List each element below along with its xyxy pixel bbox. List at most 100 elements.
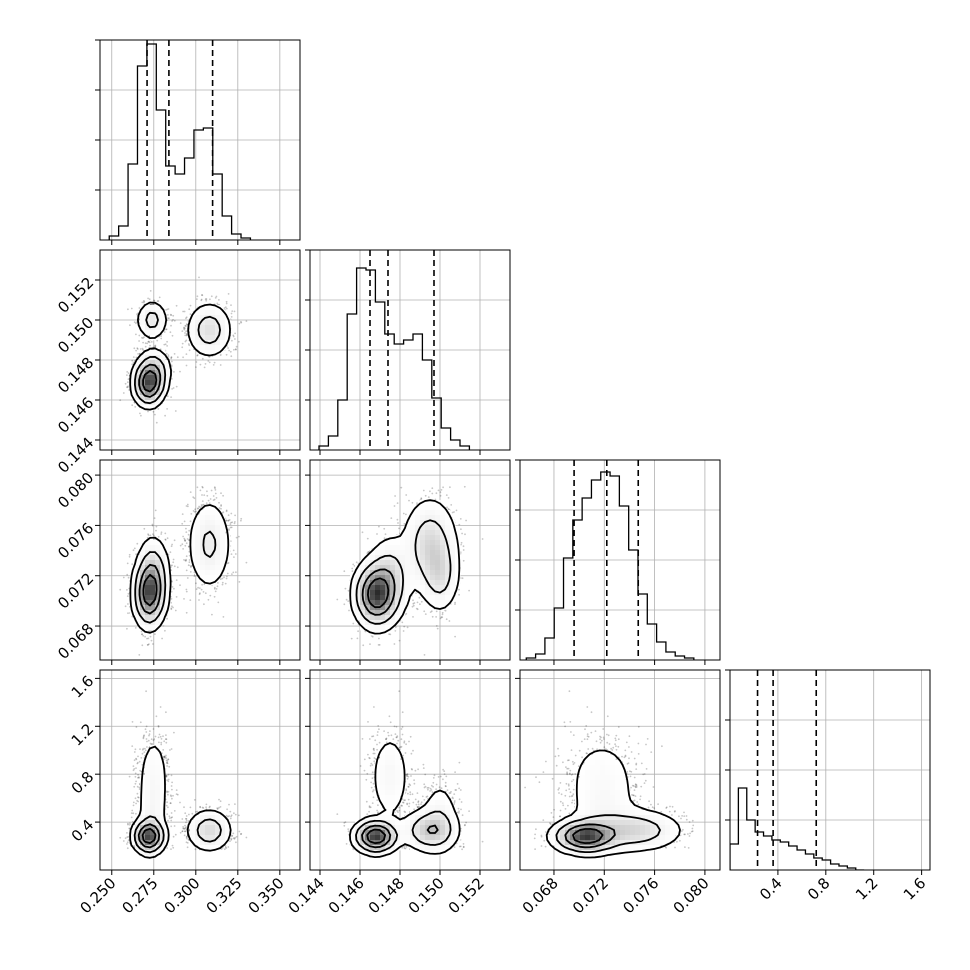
sample-point <box>171 605 173 608</box>
sample-point <box>213 595 216 598</box>
density-cell <box>225 330 231 336</box>
sample-point <box>184 327 186 330</box>
sample-point <box>185 325 187 327</box>
sample-point <box>195 588 198 590</box>
sample-point <box>157 408 160 410</box>
sample-point <box>205 502 208 504</box>
sample-point <box>185 334 188 337</box>
sample-point <box>187 533 190 536</box>
density-cell <box>195 320 201 326</box>
panel-frame <box>309 249 511 451</box>
density-cell <box>200 340 206 346</box>
sample-point <box>234 348 237 350</box>
sample-point <box>170 356 173 359</box>
sample-point <box>165 328 168 331</box>
density-cell <box>155 330 161 336</box>
sample-point <box>203 583 206 586</box>
density-cell <box>200 335 206 341</box>
sample-point <box>184 324 187 327</box>
density-cell <box>155 310 161 316</box>
contour-line <box>129 301 231 411</box>
sample-point <box>126 573 129 576</box>
sample-point <box>231 521 234 524</box>
sample-point <box>235 536 238 539</box>
sample-point <box>124 605 127 608</box>
sample-point <box>146 342 149 345</box>
sample-point <box>183 598 185 600</box>
density-cell <box>130 385 136 391</box>
density-cell <box>135 385 141 391</box>
density-cell <box>145 375 151 381</box>
density-cell <box>195 340 201 346</box>
sample-point <box>154 413 156 416</box>
sample-point <box>175 596 178 598</box>
sample-point <box>233 522 236 525</box>
density-cell <box>215 330 221 336</box>
sample-point <box>134 406 137 408</box>
sample-point <box>137 353 140 355</box>
sample-point <box>185 569 188 572</box>
density-cell <box>190 335 196 341</box>
sample-point <box>126 386 128 389</box>
sample-point <box>167 314 169 316</box>
sample-point <box>232 335 235 338</box>
density-cell <box>160 325 166 331</box>
sample-point <box>171 360 173 363</box>
sample-point <box>218 507 221 509</box>
sample-point <box>235 345 238 348</box>
sample-point <box>234 338 236 340</box>
sample-point <box>173 371 175 373</box>
sample-point <box>132 356 135 358</box>
density-cell <box>195 345 201 351</box>
sample-point <box>209 498 212 500</box>
sample-point <box>184 540 187 542</box>
panel-0-0 <box>95 39 301 245</box>
sample-point <box>188 550 191 553</box>
sample-point <box>131 404 134 407</box>
sample-point <box>152 303 155 306</box>
sample-point <box>126 627 128 630</box>
sample-point <box>126 374 128 376</box>
sample-point <box>149 630 152 632</box>
sample-point <box>174 609 177 612</box>
density-cell <box>205 320 211 326</box>
sample-point <box>200 504 203 506</box>
sample-point <box>181 330 184 332</box>
sample-point <box>127 378 130 380</box>
sample-point <box>188 344 191 347</box>
sample-point <box>176 356 179 359</box>
density-cell <box>160 390 166 396</box>
sample-point <box>200 505 203 508</box>
sample-point <box>181 522 184 525</box>
sample-point <box>196 295 199 298</box>
sample-point <box>220 505 223 507</box>
sample-point <box>185 323 188 326</box>
sample-point <box>193 511 196 513</box>
density-cell <box>135 390 141 396</box>
sample-point <box>128 389 131 391</box>
sample-point <box>188 546 190 548</box>
sample-point <box>173 353 176 355</box>
sample-point <box>122 576 125 579</box>
sample-point <box>181 342 184 345</box>
sample-point <box>234 514 237 517</box>
density-cell <box>155 400 161 406</box>
density-cell <box>195 335 201 341</box>
sample-point <box>133 547 136 550</box>
sample-point <box>147 410 149 413</box>
sample-point <box>179 370 181 373</box>
sample-point <box>231 339 233 342</box>
sample-point <box>126 371 129 373</box>
sample-point <box>210 295 213 298</box>
sample-point <box>225 510 228 513</box>
sample-point <box>140 630 143 633</box>
sample-point <box>227 519 230 522</box>
sample-point <box>186 577 189 579</box>
density-cell <box>215 340 221 346</box>
density-cell <box>160 315 166 321</box>
sample-point <box>186 538 189 540</box>
histogram-line <box>318 267 471 450</box>
sample-point <box>204 592 207 595</box>
sample-point <box>166 345 169 347</box>
sample-point <box>150 639 153 642</box>
